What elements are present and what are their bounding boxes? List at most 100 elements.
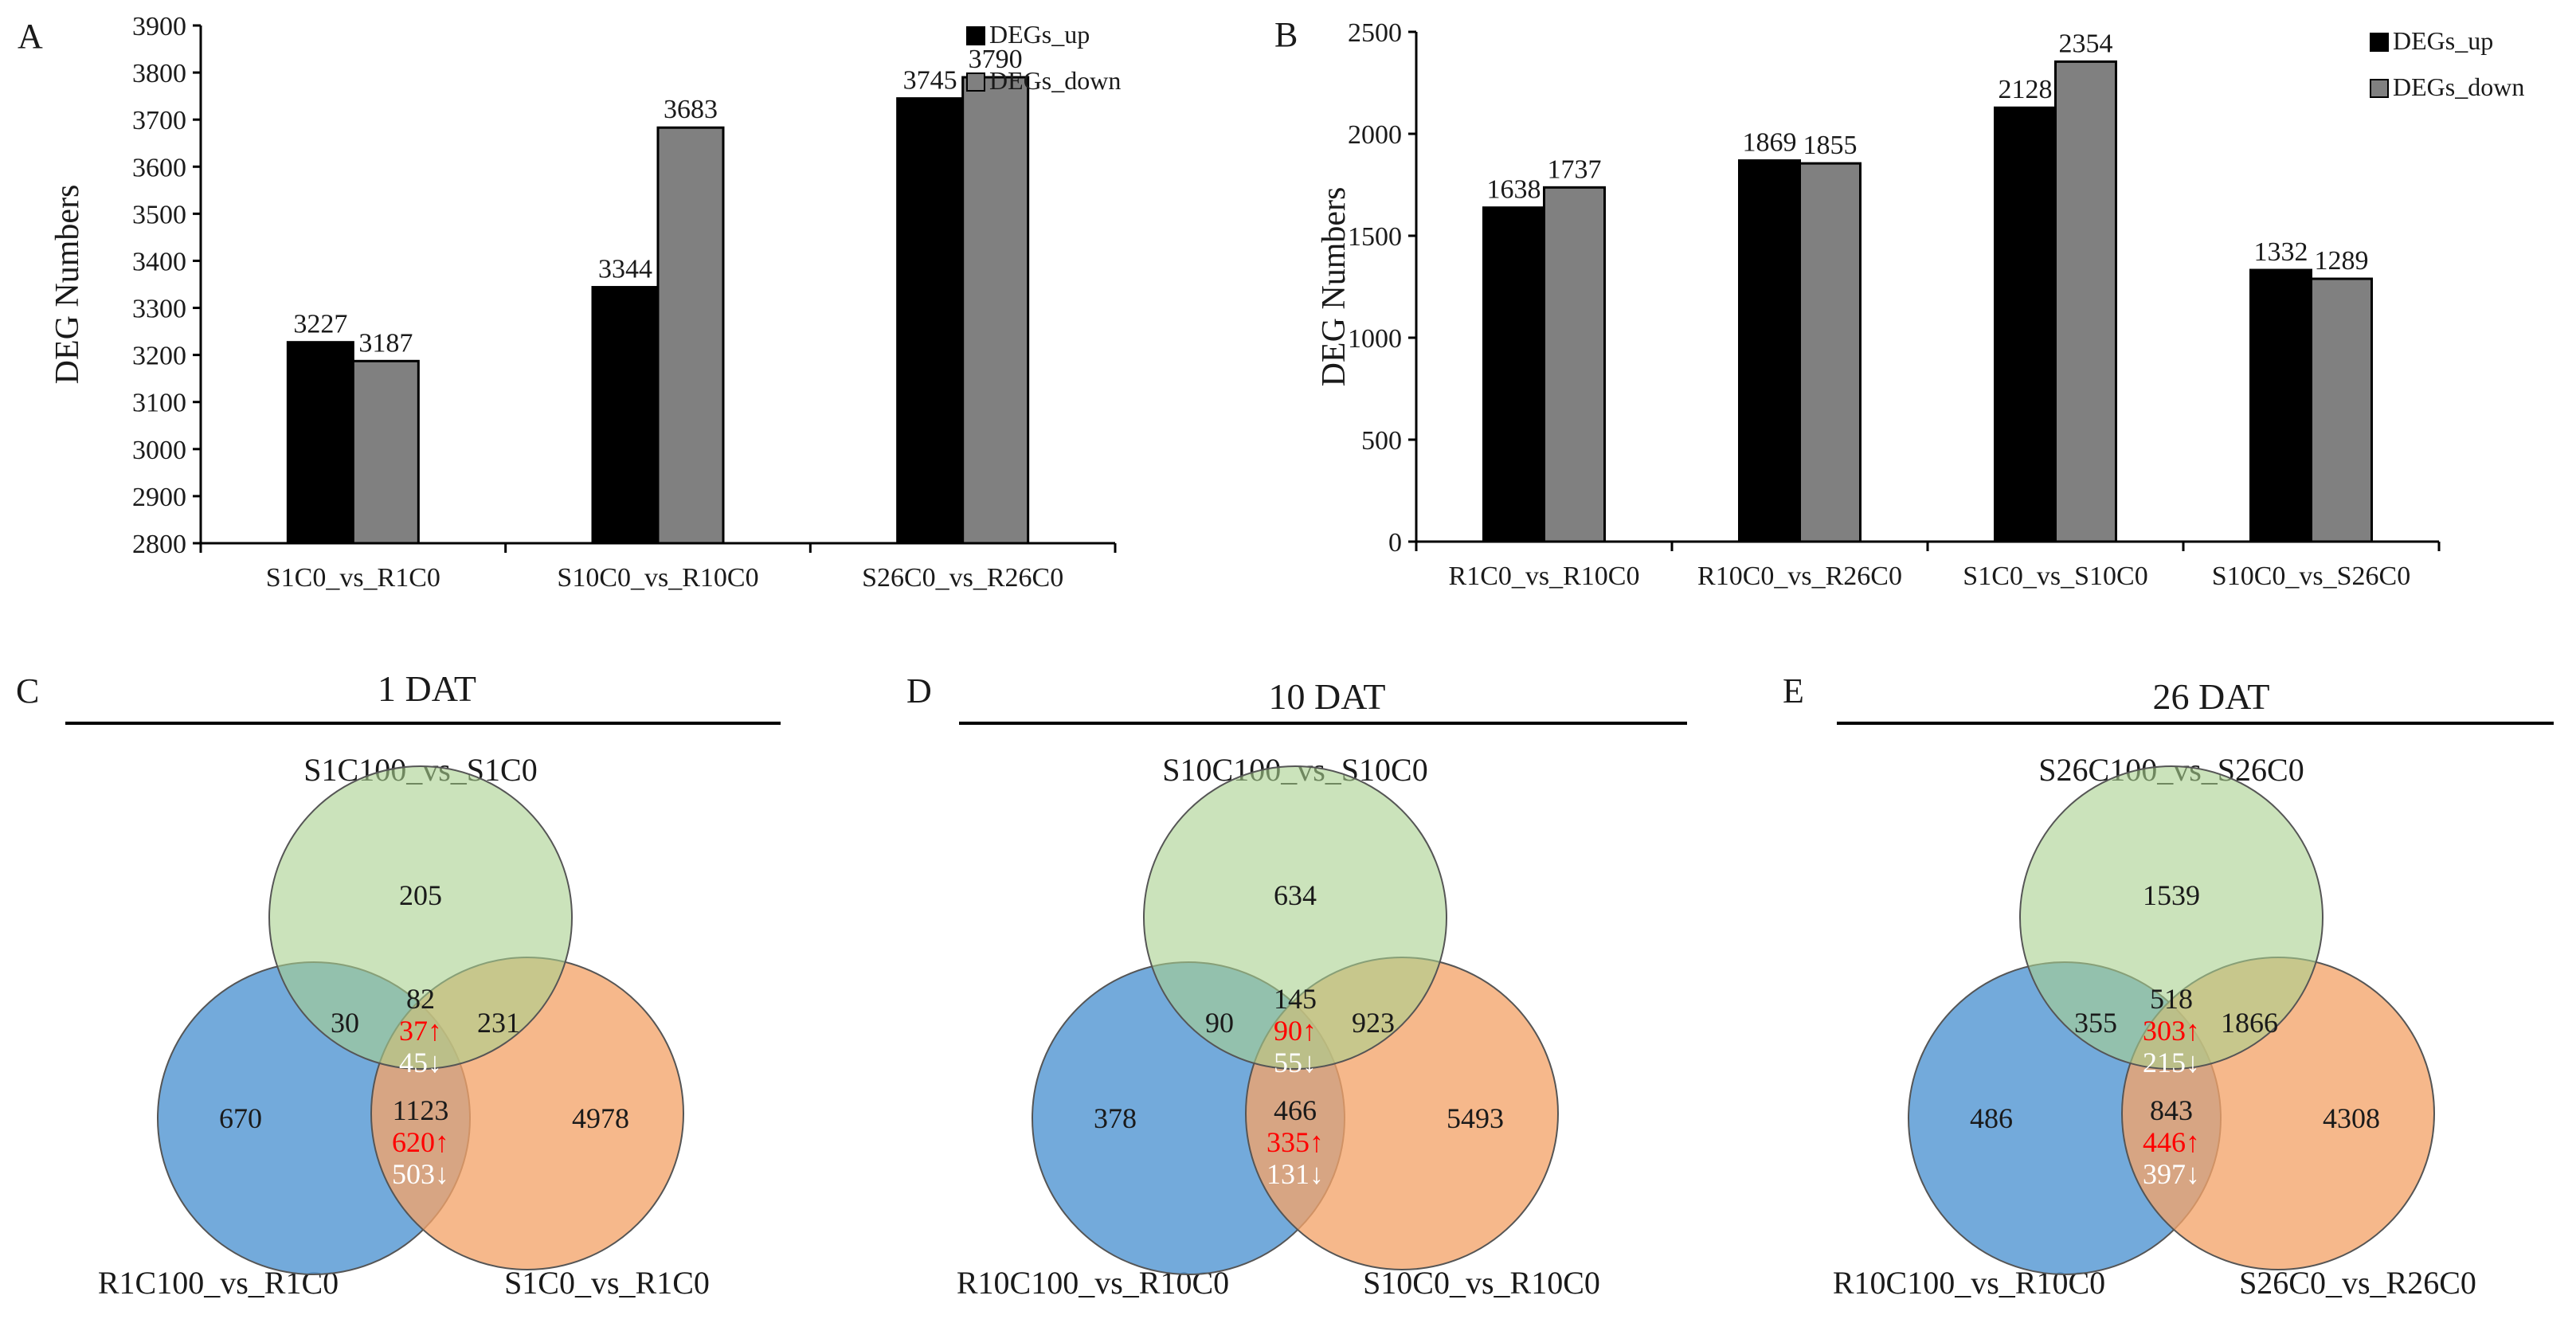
set-label-right: S10C0_vs_R10C0 xyxy=(1363,1265,1600,1301)
y-tick-label: 3500 xyxy=(132,200,186,229)
bar-degs-down xyxy=(1543,186,1606,543)
region-center-total: 518 xyxy=(2150,983,2193,1015)
bar-value-label: 3227 xyxy=(293,310,347,339)
y-tick-label: 500 xyxy=(1361,426,1402,456)
region-only-top: 205 xyxy=(399,879,442,911)
x-tick-label: R1C0_vs_R10C0 xyxy=(1449,562,1640,591)
bar-chart-B: B DEG Numbers 0 500 1000 1500 2000 2500 R1C0_vs_… xyxy=(1274,15,2524,591)
region-only-right: 4308 xyxy=(2323,1102,2380,1134)
y-tick-label: 3200 xyxy=(132,342,186,371)
x-tick-label: S10C0_vs_S26C0 xyxy=(2212,562,2410,591)
legend-swatch xyxy=(2370,33,2389,52)
legend-swatch xyxy=(2370,79,2389,98)
region-top-right: 1866 xyxy=(2221,1007,2278,1039)
y-tick-label: 2000 xyxy=(1348,120,1402,150)
region-center-down: 55↓ xyxy=(1274,1047,1317,1078)
region-only-left: 670 xyxy=(219,1102,262,1134)
y-tick-label: 2500 xyxy=(1348,18,1402,48)
y-axis-title: DEG Numbers xyxy=(49,185,86,385)
region-top-right: 231 xyxy=(477,1007,520,1039)
bar-degs-up xyxy=(896,97,965,545)
y-tick-label: 3300 xyxy=(132,295,186,324)
region-center-up: 37↑ xyxy=(399,1015,442,1047)
region-left-right-total: 466 xyxy=(1274,1094,1317,1126)
y-tick-label: 3600 xyxy=(132,153,186,182)
bar-degs-up xyxy=(1994,106,2057,543)
bar-degs-up xyxy=(591,286,660,545)
region-left-right-down: 397↓ xyxy=(2143,1158,2200,1190)
set-label-right: S26C0_vs_R26C0 xyxy=(2239,1265,2476,1301)
bar-value-label: 2354 xyxy=(2059,29,2113,58)
venn-title: 1 DAT xyxy=(378,668,476,709)
x-tick-label: S1C0_vs_S10C0 xyxy=(1963,562,2147,591)
region-only-left: 486 xyxy=(1970,1102,2013,1134)
region-center-total: 145 xyxy=(1274,983,1317,1015)
bar-value-label: 1332 xyxy=(2254,237,2308,267)
y-tick-label: 3800 xyxy=(132,59,186,88)
bar-degs-up xyxy=(1738,159,1801,543)
region-center-total: 82 xyxy=(406,983,435,1015)
legend-label: DEGs_down xyxy=(2393,72,2524,101)
region-only-right: 5493 xyxy=(1447,1102,1504,1134)
bar-degs-up xyxy=(2249,268,2312,543)
bar-degs-down xyxy=(656,126,725,545)
bar-value-label: 1638 xyxy=(1487,175,1541,205)
bar-value-label: 1869 xyxy=(1743,128,1797,158)
venn-circle-top xyxy=(268,765,573,1070)
venn-circle-top xyxy=(2019,765,2323,1070)
bar-value-label: 1855 xyxy=(1803,131,1858,160)
legend-label: DEGs_up xyxy=(2393,26,2493,55)
bar-value-label: 2128 xyxy=(1999,75,2053,104)
bar-degs-down xyxy=(1799,162,1862,543)
y-tick-label: 0 xyxy=(1388,528,1402,558)
y-tick-label: 1500 xyxy=(1348,222,1402,252)
panel-letter: E xyxy=(1783,671,1804,710)
region-top-left: 30 xyxy=(331,1007,359,1039)
set-label-right: S1C0_vs_R1C0 xyxy=(504,1265,710,1301)
region-left-right-up: 335↑ xyxy=(1266,1126,1324,1158)
bar-value-label: 3344 xyxy=(598,255,652,284)
region-only-left: 378 xyxy=(1094,1102,1137,1134)
region-center-down: 45↓ xyxy=(399,1047,442,1078)
region-left-right-down: 503↓ xyxy=(392,1158,449,1190)
venn-C: C1 DATS1C100_vs_S1C0R1C100_vs_R1C0S1C0_v… xyxy=(16,668,781,1301)
venn-D: D10 DATS10C100_vs_S10C0R10C100_vs_R10C0S… xyxy=(906,671,1687,1301)
y-tick-label: 2800 xyxy=(132,530,186,559)
region-left-right-up: 620↑ xyxy=(392,1126,449,1158)
bar-degs-down xyxy=(2310,277,2373,543)
region-left-right-up: 446↑ xyxy=(2143,1126,2200,1158)
region-center-up: 90↑ xyxy=(1274,1015,1317,1047)
legend-swatch xyxy=(966,26,985,45)
y-tick-label: 3900 xyxy=(132,12,186,41)
panel-letter: A xyxy=(18,17,43,56)
y-tick-label: 3000 xyxy=(132,436,186,465)
region-top-left: 90 xyxy=(1205,1007,1234,1039)
venn-circle-top xyxy=(1143,765,1447,1070)
bar-value-label: 3745 xyxy=(903,66,957,96)
region-left-right-total: 843 xyxy=(2150,1094,2193,1126)
x-tick-label: S1C0_vs_R1C0 xyxy=(266,563,440,593)
panel-letter: D xyxy=(906,671,932,710)
y-tick-label: 3400 xyxy=(132,247,186,276)
bar-value-label: 3683 xyxy=(664,95,718,124)
region-center-down: 215↓ xyxy=(2143,1047,2200,1078)
x-tick-label: S26C0_vs_R26C0 xyxy=(862,563,1063,593)
bar-value-label: 3187 xyxy=(358,328,413,358)
venn-title: 26 DAT xyxy=(2153,676,2270,717)
region-left-right-total: 1123 xyxy=(393,1094,449,1126)
region-only-top: 1539 xyxy=(2143,879,2200,911)
legend-label: DEGs_down xyxy=(989,66,1121,95)
legend-swatch xyxy=(966,72,985,92)
bar-degs-up xyxy=(1482,206,1545,543)
bar-degs-down xyxy=(2054,60,2117,543)
bar-value-label: 1289 xyxy=(2315,246,2369,276)
y-tick-label: 3700 xyxy=(132,106,186,135)
bar-degs-up xyxy=(286,341,354,545)
y-tick-label: 1000 xyxy=(1348,324,1402,354)
region-only-top: 634 xyxy=(1274,879,1317,911)
venn-title: 10 DAT xyxy=(1269,676,1386,717)
x-tick-label: S10C0_vs_R10C0 xyxy=(557,563,758,593)
bar-value-label: 3790 xyxy=(969,45,1023,74)
bar-value-label: 1737 xyxy=(1548,155,1602,184)
